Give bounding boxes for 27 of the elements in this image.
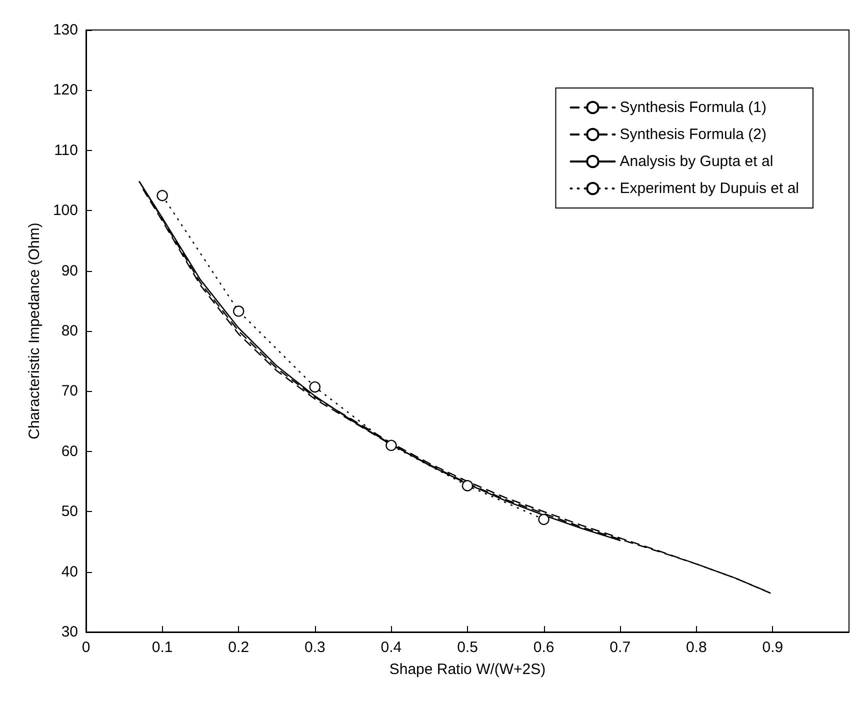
legend-label: Experiment by Dupuis et al — [620, 180, 800, 197]
x-tick-label: 0.5 — [457, 639, 478, 656]
x-tick-label: 0.3 — [304, 639, 326, 656]
x-tick-label: 0.4 — [380, 639, 402, 656]
y-tick-label: 30 — [61, 624, 78, 640]
y-tick-label: 70 — [61, 382, 78, 400]
x-axis-title: Shape Ratio W/(W+2S) — [389, 661, 546, 678]
y-tick-label: 100 — [52, 202, 78, 220]
y-tick-label: 110 — [54, 142, 78, 159]
legend-label: Synthesis Formula (1) — [620, 99, 766, 116]
legend-label: Synthesis Formula (2) — [620, 126, 766, 143]
y-tick-label: 90 — [61, 262, 78, 280]
y-tick-label: 50 — [61, 503, 78, 520]
x-tick-label: 0.8 — [686, 639, 707, 656]
x-tick-label: 0.1 — [152, 639, 173, 656]
x-tick-label: 0.9 — [762, 639, 784, 656]
y-tick-label: 60 — [61, 442, 78, 460]
x-tick-label: 0.2 — [228, 639, 250, 656]
y-tick-label: 40 — [61, 563, 78, 580]
legend-label: Analysis by Gupta et al — [620, 153, 774, 170]
y-tick-label: 130 — [52, 22, 78, 38]
x-tick-label: 0.7 — [610, 639, 631, 656]
x-tick-label: 0 — [82, 639, 90, 656]
y-tick-label: 80 — [61, 322, 78, 340]
y-tick-label: 120 — [52, 82, 78, 99]
y-axis-title: Characteristic Impedance (Ohm) — [26, 222, 44, 440]
x-tick-label: 0.6 — [533, 639, 554, 656]
